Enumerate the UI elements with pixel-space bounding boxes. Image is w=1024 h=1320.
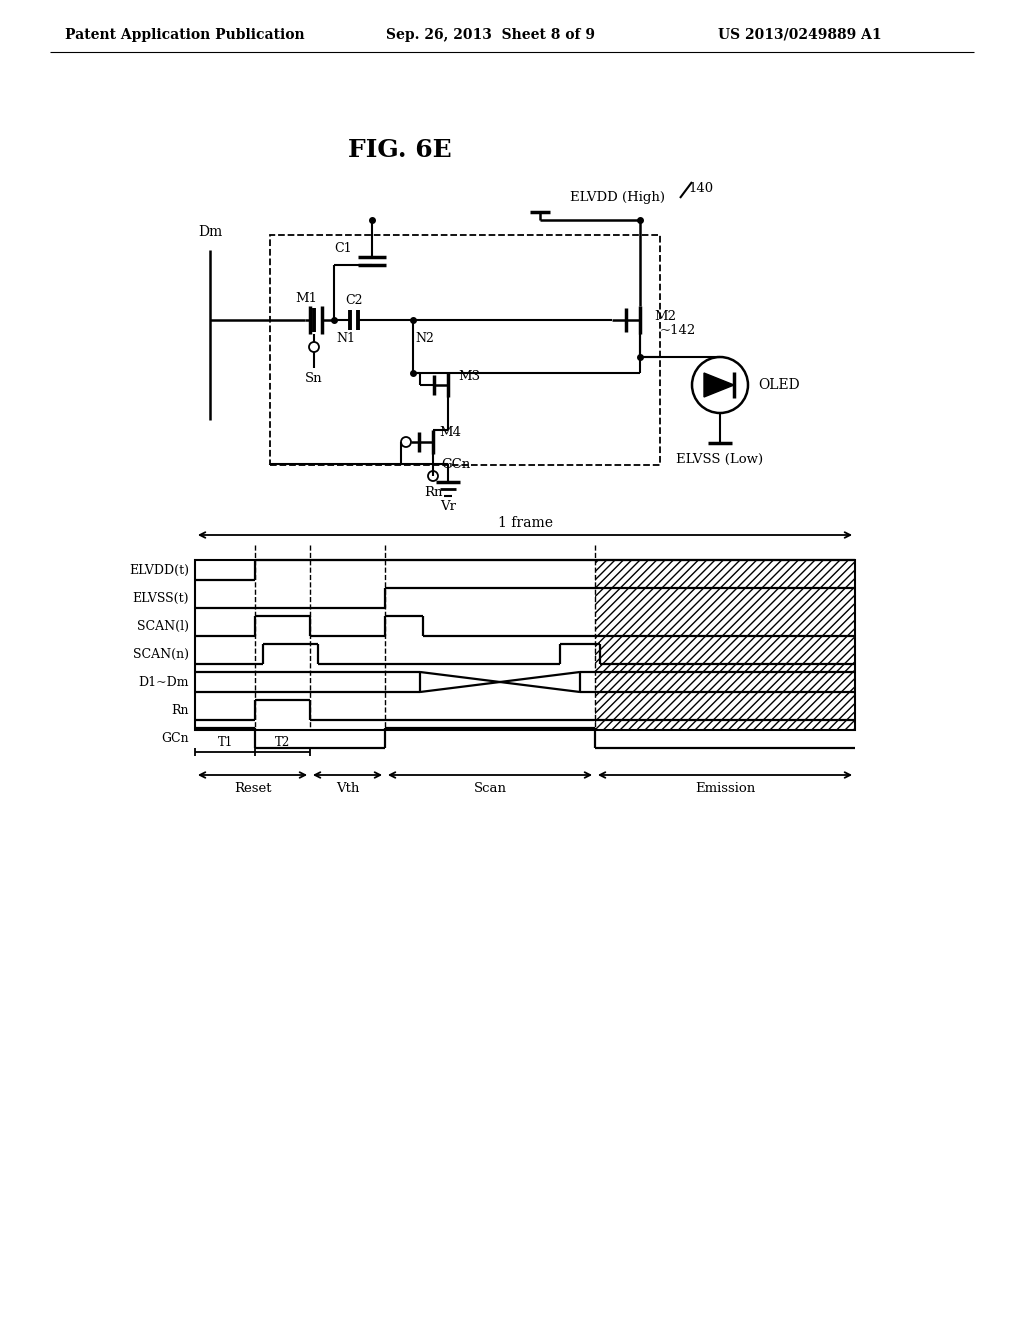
Text: M1: M1 xyxy=(295,292,317,305)
Text: C2: C2 xyxy=(345,293,362,306)
Bar xyxy=(195,560,855,730)
Text: SCAN(l): SCAN(l) xyxy=(137,619,189,632)
Text: 140: 140 xyxy=(688,181,713,194)
Text: ~142: ~142 xyxy=(660,323,696,337)
Text: ELVDD (High): ELVDD (High) xyxy=(570,191,665,205)
Text: Vth: Vth xyxy=(336,781,359,795)
Text: Scan: Scan xyxy=(473,781,507,795)
Polygon shape xyxy=(705,374,734,397)
Text: Rn: Rn xyxy=(424,486,442,499)
Text: ELVSS(t): ELVSS(t) xyxy=(132,591,189,605)
Text: FIG. 6E: FIG. 6E xyxy=(348,139,452,162)
Text: D1~Dm: D1~Dm xyxy=(138,676,189,689)
Text: Sn: Sn xyxy=(305,371,323,384)
Text: ELVDD(t): ELVDD(t) xyxy=(129,564,189,577)
Text: N1: N1 xyxy=(336,331,355,345)
Bar xyxy=(270,235,660,465)
Text: T1: T1 xyxy=(217,735,232,748)
Text: M3: M3 xyxy=(458,371,480,384)
Text: T2: T2 xyxy=(274,735,290,748)
Text: 1 frame: 1 frame xyxy=(498,516,553,531)
Text: SCAN(n): SCAN(n) xyxy=(133,648,189,660)
Text: GCn: GCn xyxy=(162,731,189,744)
Text: Sep. 26, 2013  Sheet 8 of 9: Sep. 26, 2013 Sheet 8 of 9 xyxy=(385,28,595,42)
Text: ELVSS (Low): ELVSS (Low) xyxy=(677,453,764,466)
Text: Reset: Reset xyxy=(233,781,271,795)
Text: Dm: Dm xyxy=(198,224,222,239)
Text: Patent Application Publication: Patent Application Publication xyxy=(66,28,305,42)
Text: US 2013/0249889 A1: US 2013/0249889 A1 xyxy=(718,28,882,42)
Text: OLED: OLED xyxy=(758,378,800,392)
Text: M4: M4 xyxy=(439,425,461,438)
Text: Vr: Vr xyxy=(440,499,456,512)
Text: Rn: Rn xyxy=(171,704,189,717)
Text: C1: C1 xyxy=(335,242,352,255)
Text: Emission: Emission xyxy=(695,781,755,795)
Text: GCn: GCn xyxy=(441,458,470,470)
Text: N2: N2 xyxy=(415,331,434,345)
Text: M2: M2 xyxy=(654,309,676,322)
Bar xyxy=(595,560,855,730)
